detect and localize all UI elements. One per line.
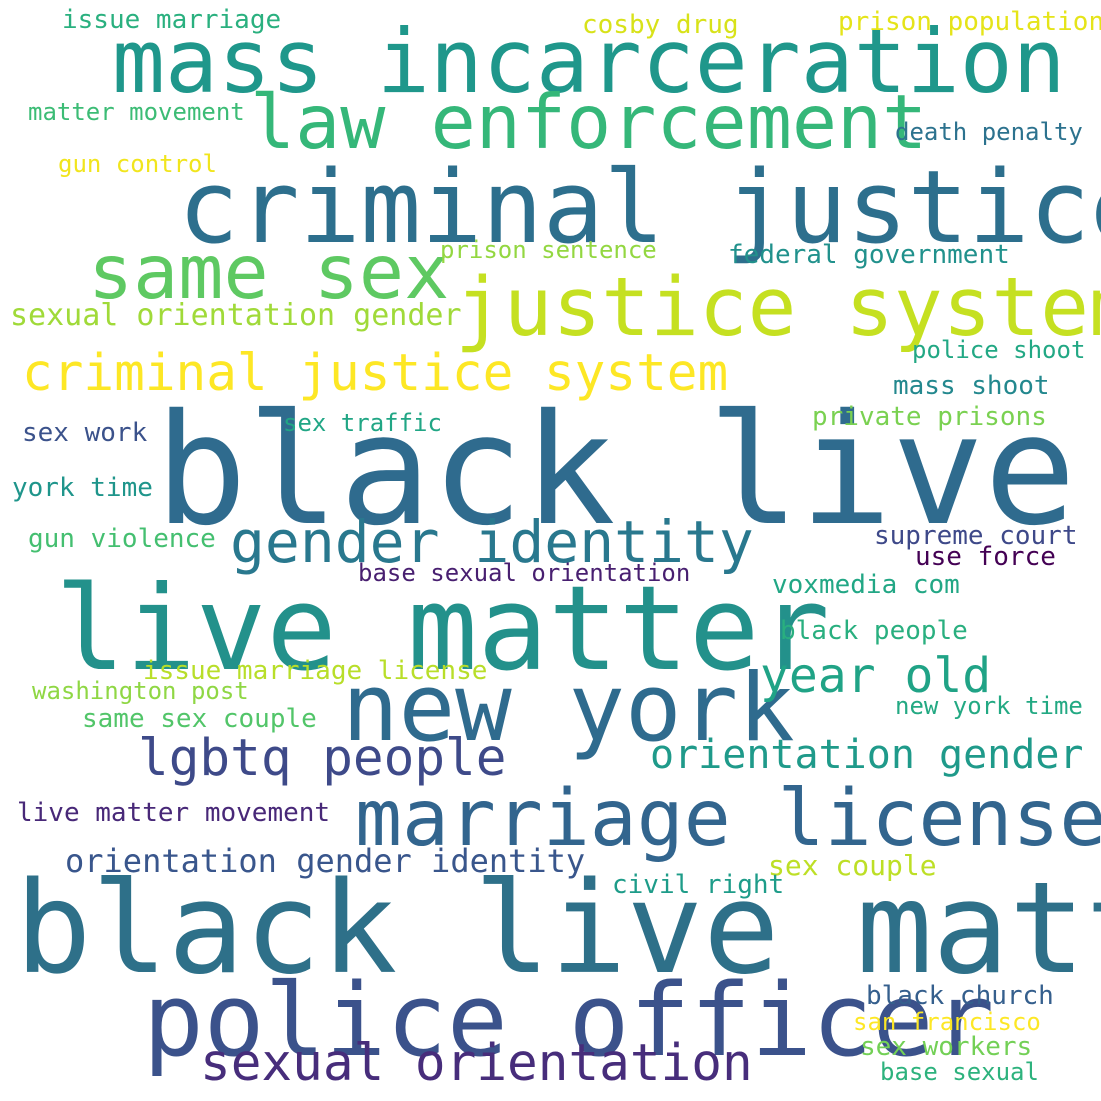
word: same sex couple <box>82 704 317 734</box>
word: criminal justice <box>178 148 1101 266</box>
word: live matter movement <box>17 798 331 828</box>
word: year old <box>760 648 992 704</box>
word: cosby drug <box>582 10 739 40</box>
word: private prisons <box>812 402 1047 432</box>
word: washington post <box>32 677 249 705</box>
word: supreme court <box>874 521 1078 551</box>
word: voxmedia com <box>772 570 960 600</box>
word: sex workers <box>860 1032 1033 1062</box>
word: matter movement <box>28 98 245 126</box>
word: prison population <box>838 7 1101 37</box>
word: base sexual orientation <box>358 559 691 587</box>
word: mass incarceration <box>112 10 1066 113</box>
word: san francisco <box>853 1008 1041 1036</box>
word: new york <box>342 654 795 763</box>
word: black church <box>866 981 1054 1011</box>
word: orientation gender <box>650 732 1084 778</box>
word: same sex <box>88 228 450 316</box>
word: gun violence <box>28 524 216 554</box>
word: sex work <box>22 418 148 448</box>
word: civil right <box>612 870 785 900</box>
word: new york time <box>895 692 1083 720</box>
word: gender identity <box>230 508 754 576</box>
word: york time <box>12 473 153 503</box>
word: sexual orientation <box>200 1034 753 1093</box>
word: black live <box>155 382 1077 560</box>
word: lgbtq people <box>138 729 507 788</box>
word: law enforcement <box>250 78 928 166</box>
word: gun control <box>58 150 217 178</box>
word: criminal justice system <box>22 344 729 403</box>
word: death penalty <box>895 118 1083 146</box>
word: black live matter <box>15 854 1101 1002</box>
word: sexual orientation gender <box>10 298 462 333</box>
word: justice system <box>455 261 1101 355</box>
word: live matter <box>55 560 830 697</box>
word: sex traffic <box>283 409 442 437</box>
word: base sexual <box>880 1058 1039 1086</box>
word: issue marriage <box>62 5 282 35</box>
word: sex couple <box>768 849 937 882</box>
word: prison sentence <box>440 236 657 264</box>
word: marriage license <box>355 774 1101 864</box>
word: orientation gender identity <box>65 842 586 880</box>
word: federal government <box>728 240 1010 270</box>
word: police officer <box>143 961 995 1079</box>
word: mass shoot <box>893 371 1050 401</box>
word: black people <box>780 616 968 646</box>
word: use force <box>915 542 1056 572</box>
word: issue marriage license <box>143 656 488 686</box>
word: police shoot <box>912 336 1086 364</box>
